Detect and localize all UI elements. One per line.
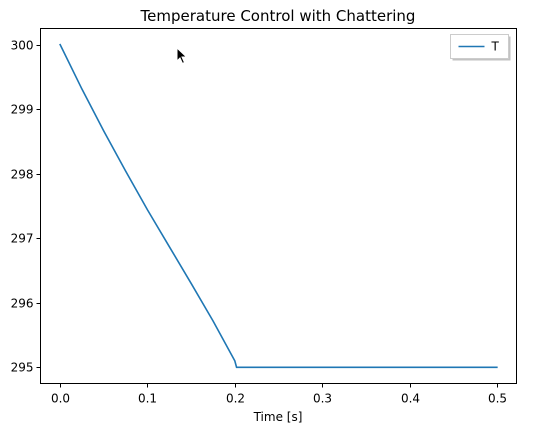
x-tick-label: 0.5 [488, 392, 507, 406]
y-tick-label: 299 [11, 103, 34, 117]
x-tick-label: 0.3 [313, 392, 332, 406]
x-tick-label: 0.4 [401, 392, 420, 406]
y-tick-label: 298 [11, 168, 34, 182]
x-axis-label: Time [s] [253, 410, 303, 424]
axes-frame [40, 28, 517, 384]
mouse-pointer-icon [176, 47, 188, 65]
x-tick-label: 0.0 [51, 392, 70, 406]
plot-area: 0.0 0.1 0.2 0.3 0.4 0.5 295 296 297 298 299 300 T [11, 28, 517, 406]
legend-label: T [491, 40, 500, 54]
y-tick-label: 300 [11, 39, 34, 53]
x-tick-label: 0.2 [226, 392, 245, 406]
chart-title: Temperature Control with Chattering [140, 7, 416, 25]
y-tick-label: 295 [11, 361, 34, 375]
series-line-0 [59, 43, 498, 369]
y-tick-label: 296 [11, 297, 34, 311]
y-tick-label: 297 [11, 232, 34, 246]
x-tick-label: 0.1 [138, 392, 157, 406]
